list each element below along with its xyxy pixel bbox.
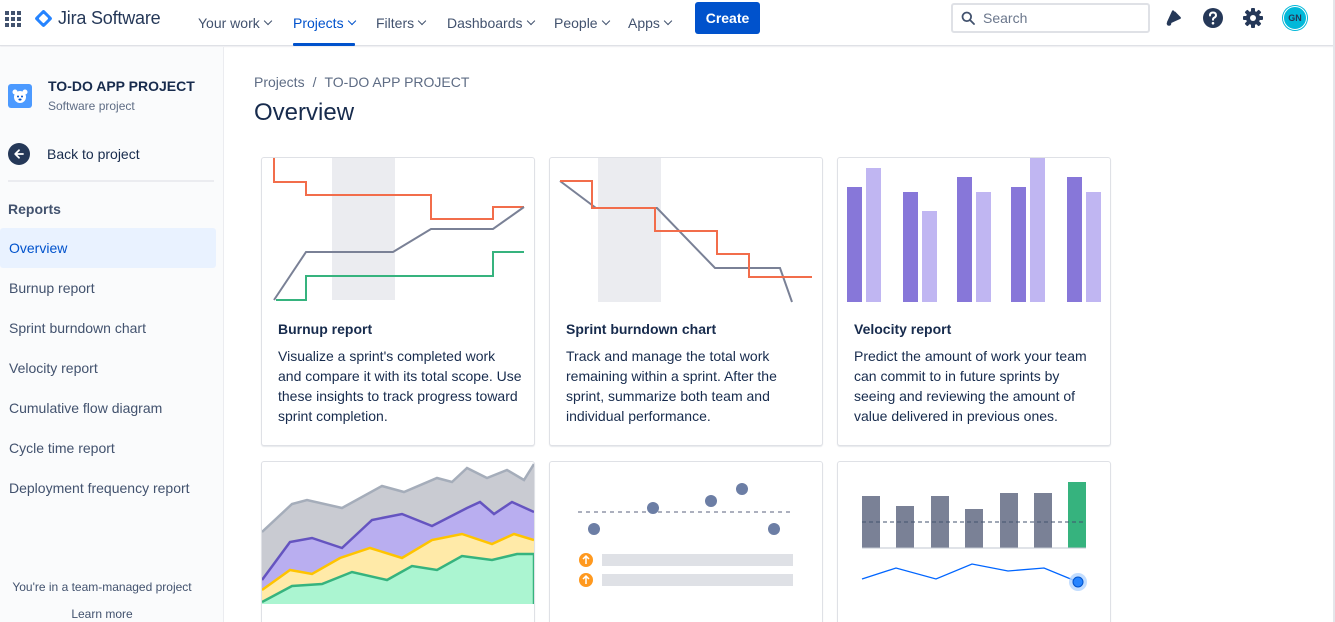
chevron-down-icon [663,16,673,26]
section-heading-reports: Reports [8,201,61,217]
card-description: Predict the amount of work your team can… [854,348,1087,424]
card-description: Visualize a sprint's completed work and … [278,348,522,424]
sidebar-item-cumulative-flow-diagram[interactable]: Cumulative flow diagram [9,400,163,416]
deployment-frequency-illustration [861,482,1087,591]
project-avatar-icon [8,84,32,108]
breadcrumb-projects[interactable]: Projects [254,74,305,90]
chevron-down-icon [417,16,427,26]
chevron-down-icon [263,16,272,26]
card-description: Track and manage the total work remainin… [566,348,777,424]
sidebar-item-velocity-report[interactable]: Velocity report [9,360,98,376]
nav-label: Projects [293,15,344,31]
nav-label: Your work [198,15,260,31]
create-button[interactable]: Create [695,2,760,34]
search-icon [961,11,975,25]
top-navigation: Jira Software Your work Projects Filters… [0,0,1335,46]
nav-your-work[interactable]: Your work [198,0,272,46]
team-managed-note: You're in a team-managed project [12,580,192,594]
chevron-down-icon [347,16,356,26]
breadcrumb-separator: / [312,74,317,90]
report-card-sprint-burndown[interactable]: Sprint burndown chart Track and manage t… [549,157,823,446]
notifications-icon[interactable] [1160,5,1186,31]
card-title: Velocity report [854,321,952,337]
nav-label: Apps [628,15,660,31]
jira-diamond-icon [34,8,53,28]
chevron-down-icon [526,16,535,26]
nav-label: Filters [376,15,415,31]
cycle-time-illustration [578,483,794,587]
sidebar-item-deployment-frequency-report[interactable]: Deployment frequency report [9,480,190,496]
nav-label: People [554,15,598,31]
cumulative-flow-illustration [262,463,534,604]
sidebar-item-cycle-time-report[interactable]: Cycle time report [9,440,115,456]
page-title: Overview [254,99,355,126]
logo-text: Jira Software [58,7,161,28]
nav-filters[interactable]: Filters [376,0,427,46]
back-label: Back to project [47,146,140,162]
burnup-illustration [273,158,525,301]
avatar[interactable]: GN [1283,6,1307,30]
settings-icon[interactable] [1240,5,1266,31]
sidebar-item-sprint-burndown-chart[interactable]: Sprint burndown chart [9,320,146,336]
divider [8,180,214,182]
report-card-velocity[interactable]: Velocity report Predict the amount of wo… [837,157,1111,446]
breadcrumb: Projects / TO-DO APP PROJECT [254,74,469,90]
jira-logo[interactable]: Jira Software [34,7,161,28]
project-name: TO-DO APP PROJECT [48,78,195,94]
breadcrumb-project[interactable]: TO-DO APP PROJECT [324,74,470,90]
report-card-deployment-frequency[interactable] [837,461,1111,622]
nav-apps[interactable]: Apps [628,0,673,46]
nav-label: Dashboards [447,15,523,31]
app-switcher-icon[interactable] [4,10,22,28]
card-title: Sprint burndown chart [566,321,717,337]
help-icon[interactable] [1200,5,1226,31]
nav-projects[interactable]: Projects [293,0,356,46]
burndown-illustration [559,158,812,303]
nav-dashboards[interactable]: Dashboards [447,0,535,46]
learn-more-link[interactable]: Learn more [71,607,133,621]
search-box[interactable] [951,3,1150,33]
report-card-burnup[interactable]: Burnup report Visualize a sprint's compl… [261,157,535,446]
sidebar-item-overview[interactable]: Overview [0,228,216,268]
report-card-cycle-time[interactable] [549,461,823,622]
card-title: Burnup report [278,321,373,337]
sidebar: TO-DO APP PROJECT Software project Back … [0,47,224,622]
chevron-down-icon [601,16,610,26]
search-input[interactable] [983,10,1133,26]
back-to-project-link[interactable]: Back to project [8,143,140,165]
velocity-illustration [847,158,1101,302]
scrollbar[interactable] [1333,0,1335,622]
nav-people[interactable]: People [554,0,610,46]
arrow-left-icon [8,143,30,165]
report-card-cumulative-flow[interactable] [261,461,535,622]
project-type: Software project [48,99,135,113]
sidebar-item-burnup-report[interactable]: Burnup report [9,280,95,296]
